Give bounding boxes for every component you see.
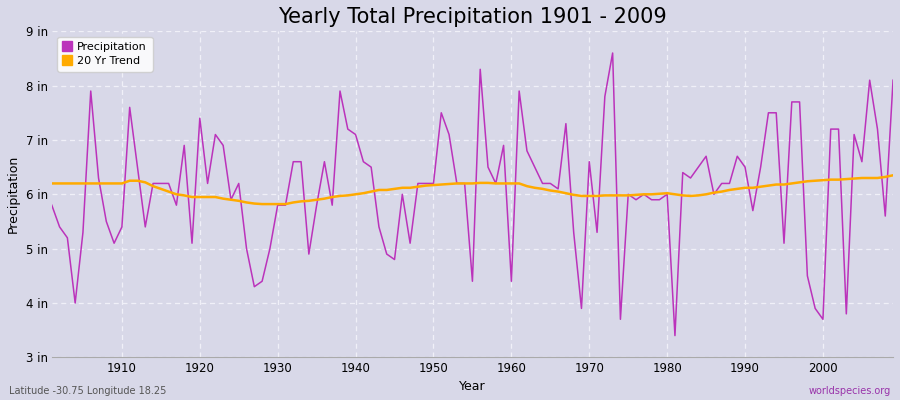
Title: Yearly Total Precipitation 1901 - 2009: Yearly Total Precipitation 1901 - 2009 <box>278 7 667 27</box>
X-axis label: Year: Year <box>459 380 486 393</box>
Text: worldspecies.org: worldspecies.org <box>809 386 891 396</box>
Legend: Precipitation, 20 Yr Trend: Precipitation, 20 Yr Trend <box>58 37 153 72</box>
Text: Latitude -30.75 Longitude 18.25: Latitude -30.75 Longitude 18.25 <box>9 386 166 396</box>
Y-axis label: Precipitation: Precipitation <box>7 155 20 234</box>
